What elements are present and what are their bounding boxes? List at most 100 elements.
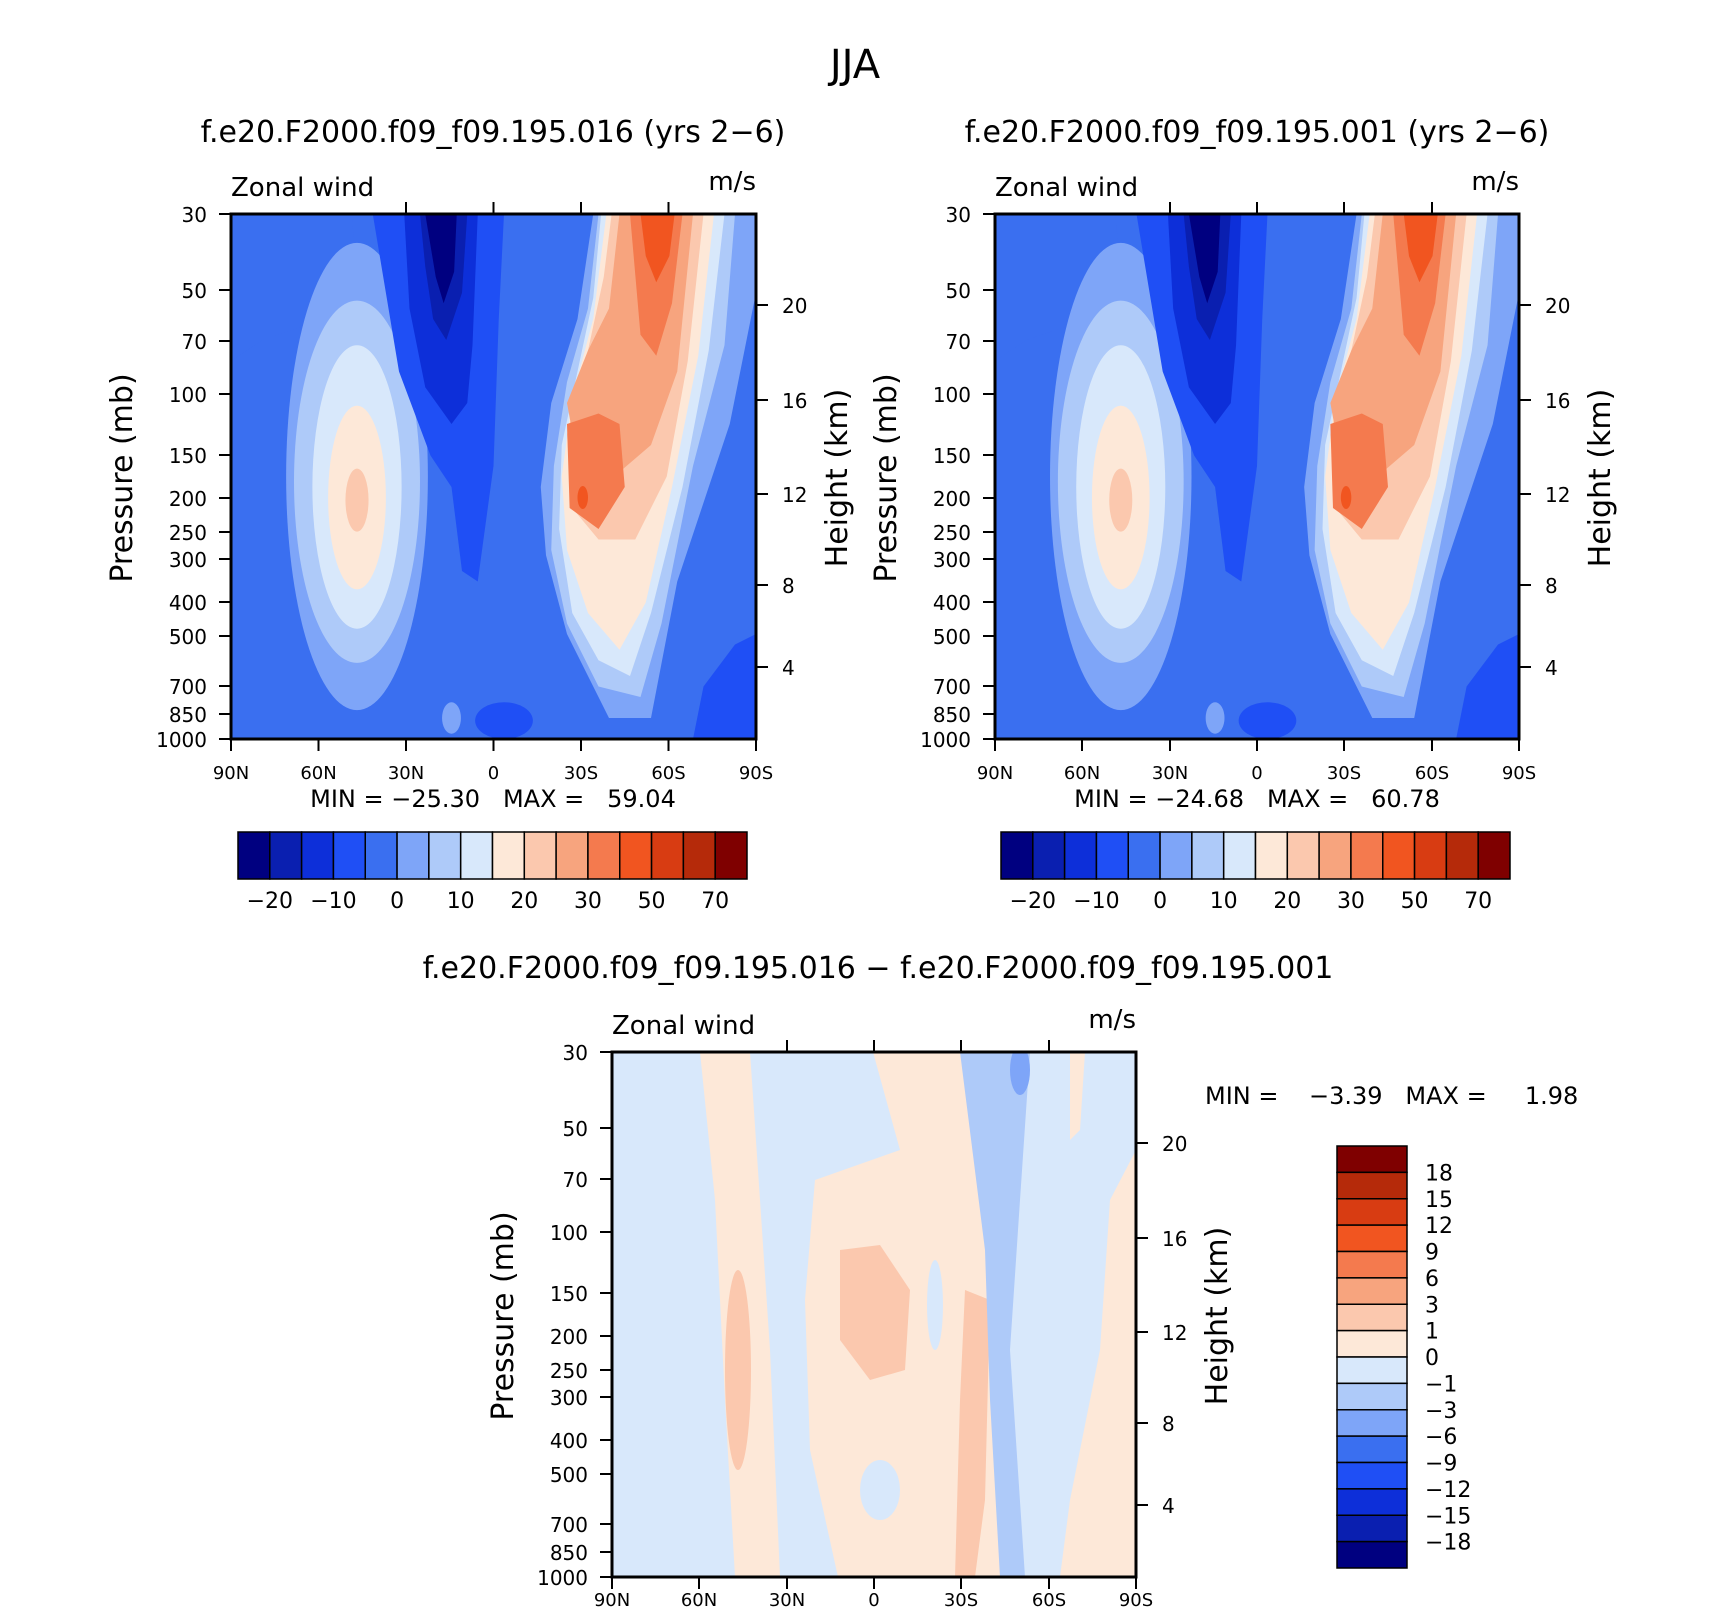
colorbar-label: 10 xyxy=(1210,889,1238,914)
panel-1-units: m/s xyxy=(708,167,756,197)
panel-2: f.e20.F2000.f09_f09.195.001 (yrs 2−6) Zo… xyxy=(869,115,1618,914)
svg-text:30: 30 xyxy=(946,203,971,227)
colorbar-swatch xyxy=(619,831,653,880)
panel-1-bottom-axis: 90N 60N 30N 0 30S 60S 90S xyxy=(213,202,773,784)
colorbar-swatch xyxy=(1000,831,1034,880)
svg-text:850: 850 xyxy=(550,1541,588,1565)
colorbar-label: 12 xyxy=(1425,1214,1453,1239)
colorbar-label: −3 xyxy=(1425,1399,1457,1424)
colorbar-swatch xyxy=(1336,1540,1408,1569)
colorbar-swatch xyxy=(555,831,589,880)
panel-3-bottom-axis: 90N 60N 30N 0 30S 60S 90S xyxy=(594,1040,1153,1611)
svg-text:50: 50 xyxy=(946,279,971,303)
panel-3: f.e20.F2000.f09_f09.195.016 − f.e20.F200… xyxy=(423,951,1579,1611)
colorbar-swatch xyxy=(1336,1382,1408,1411)
svg-text:500: 500 xyxy=(169,625,207,649)
svg-text:1000: 1000 xyxy=(537,1566,588,1590)
panel-1-ylabel: Pressure (mb) xyxy=(105,373,140,582)
svg-text:1000: 1000 xyxy=(920,728,971,752)
colorbar-swatch xyxy=(1336,1250,1408,1279)
svg-text:16: 16 xyxy=(782,389,807,413)
svg-text:100: 100 xyxy=(169,383,207,407)
colorbar-label: 18 xyxy=(1425,1161,1453,1186)
colorbar-label: −6 xyxy=(1425,1425,1457,1450)
svg-text:30: 30 xyxy=(182,203,207,227)
colorbar-label: −12 xyxy=(1425,1478,1471,1503)
panel-2-ylabel: Pressure (mb) xyxy=(869,373,904,582)
colorbar-swatch xyxy=(714,831,748,880)
svg-text:50: 50 xyxy=(182,279,207,303)
svg-text:150: 150 xyxy=(169,444,207,468)
svg-text:30S: 30S xyxy=(1327,763,1361,784)
svg-text:100: 100 xyxy=(933,383,971,407)
panel-3-contour-field xyxy=(612,1052,1136,1577)
colorbar-swatch xyxy=(682,831,716,880)
colorbar-label: 9 xyxy=(1425,1241,1439,1266)
colorbar-swatch xyxy=(1336,1224,1408,1253)
colorbar-swatch xyxy=(269,831,303,880)
svg-text:30: 30 xyxy=(563,1041,588,1065)
svg-text:60S: 60S xyxy=(1415,763,1449,784)
colorbar-label: 20 xyxy=(1273,889,1301,914)
panel-2-colorbar: −20 −10 0 10 20 30 50 70 xyxy=(1000,831,1511,914)
svg-text:850: 850 xyxy=(169,703,207,727)
colorbar-label: −20 xyxy=(247,889,293,914)
colorbar-swatch xyxy=(1336,1171,1408,1200)
colorbar-swatch xyxy=(1159,831,1193,880)
svg-text:70: 70 xyxy=(182,330,207,354)
colorbar-swatch xyxy=(428,831,462,880)
svg-text:8: 8 xyxy=(1545,574,1558,598)
panel-1-colorbar: −20 −10 0 10 20 30 50 70 xyxy=(237,831,748,914)
svg-text:0: 0 xyxy=(1251,763,1262,784)
colorbar-label: 50 xyxy=(1401,889,1429,914)
colorbar-swatch xyxy=(1382,831,1416,880)
colorbar-label: 15 xyxy=(1425,1188,1453,1213)
colorbar-swatch xyxy=(1336,1329,1408,1358)
colorbar-swatch xyxy=(237,831,271,880)
svg-text:0: 0 xyxy=(488,763,499,784)
svg-text:500: 500 xyxy=(550,1463,588,1487)
svg-text:300: 300 xyxy=(550,1386,588,1410)
colorbar-label: −20 xyxy=(1010,889,1056,914)
colorbar-swatch xyxy=(1222,831,1257,880)
panel-3-ylabel-right: Height (km) xyxy=(1200,1227,1235,1406)
colorbar-swatch xyxy=(1191,831,1225,880)
svg-text:700: 700 xyxy=(169,675,207,699)
figure-title: JJA xyxy=(827,42,881,88)
panel-3-ylabel: Pressure (mb) xyxy=(486,1211,521,1420)
colorbar-swatch xyxy=(1336,1303,1408,1332)
colorbar-swatch xyxy=(1413,831,1448,880)
svg-text:8: 8 xyxy=(782,574,795,598)
panel-2-ylabel-right: Height (km) xyxy=(1583,389,1618,568)
colorbar-swatch xyxy=(1350,831,1384,880)
svg-text:20: 20 xyxy=(782,294,807,318)
svg-text:20: 20 xyxy=(1545,294,1570,318)
colorbar-label: 30 xyxy=(1337,889,1365,914)
svg-text:4: 4 xyxy=(1162,1494,1175,1518)
colorbar-swatch xyxy=(1336,1435,1408,1464)
svg-text:20: 20 xyxy=(1162,1132,1187,1156)
svg-text:150: 150 xyxy=(550,1282,588,1306)
colorbar-swatch xyxy=(332,831,366,880)
panel-2-units: m/s xyxy=(1471,167,1519,197)
svg-text:250: 250 xyxy=(169,521,207,545)
panel-3-title: f.e20.F2000.f09_f09.195.016 − f.e20.F200… xyxy=(423,951,1334,986)
svg-text:90S: 90S xyxy=(1502,763,1536,784)
panel-1-right-axis: 4 8 12 16 20 Height (km) xyxy=(756,294,855,680)
svg-text:150: 150 xyxy=(933,444,971,468)
panel-3-right-axis: 4 8 12 16 20 Height (km) xyxy=(1136,1132,1235,1518)
colorbar-swatch xyxy=(396,831,430,880)
colorbar-swatch xyxy=(1336,1145,1408,1174)
svg-text:300: 300 xyxy=(169,548,207,572)
colorbar-swatch xyxy=(650,831,685,880)
colorbar-label: 70 xyxy=(1464,889,1492,914)
svg-text:90S: 90S xyxy=(1119,1590,1153,1611)
svg-text:400: 400 xyxy=(550,1429,588,1453)
panel-1-contour-field xyxy=(231,214,756,739)
panel-2-contour-field xyxy=(995,214,1519,739)
colorbar-swatch xyxy=(491,831,526,880)
colorbar-swatch xyxy=(300,831,335,880)
colorbar-label: 3 xyxy=(1425,1293,1439,1318)
panel-2-minmax: MIN = −24.68 MAX = 60.78 xyxy=(1074,785,1440,813)
